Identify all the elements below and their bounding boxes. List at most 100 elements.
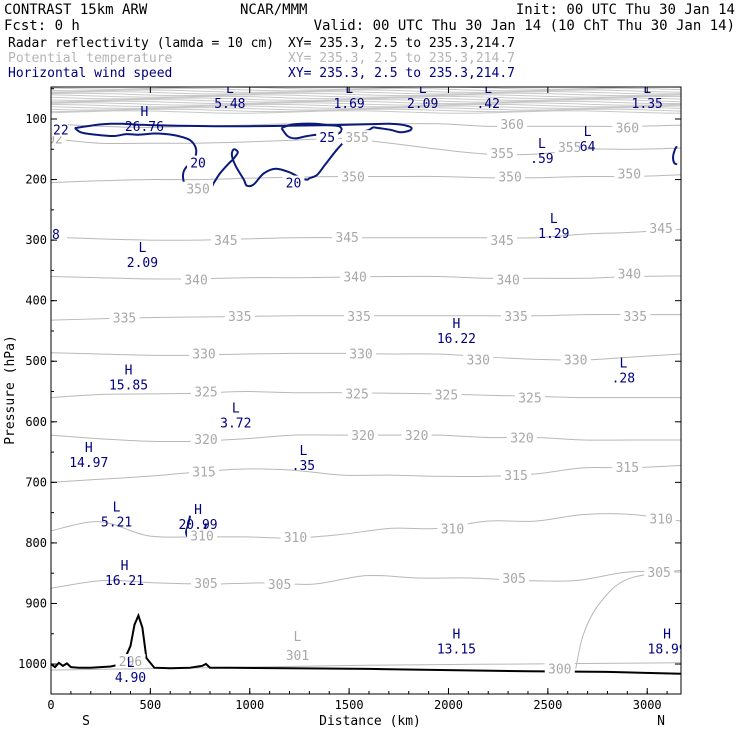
y-tick-label: 500 [25,354,47,368]
wind-contour-label: 25 [319,131,335,146]
stratosphere-isentrope [51,92,681,97]
wind-contour-20-2 [672,145,678,166]
isentrope-label: 305 [647,566,670,581]
isentrope-label: 330 [192,347,215,362]
isentrope-label-bg [340,269,371,284]
stratosphere-isentrope [51,87,681,92]
isentrope-label: 325 [194,386,217,401]
isentrope-label: 325 [345,387,368,402]
y-tick-label: 600 [25,415,47,429]
isentrope-label-bg [282,647,313,662]
isentrope-label-bg [431,387,462,402]
wind-extremum-value: 1.35 [632,97,663,112]
wind-extremum-type: L [419,82,427,97]
north-end-label: N [657,714,665,729]
isentrope-label-bg [646,221,677,236]
wind-extremum-type: L [232,402,240,417]
isentrope-label: 302 [39,132,62,147]
isentrope-label: 315 [192,465,215,480]
stratosphere-isentrope [51,100,681,105]
wind-extremum-type: H [194,503,202,518]
stratosphere-isentrope [51,89,681,93]
wind-contour-label: .22 [45,123,68,138]
init-time: Init: 00 UTC Thu 30 Jan 14 [516,2,735,18]
wind-extremum-type: L [484,82,492,97]
wind-extremum-type: L [226,82,234,97]
wind-contour-label: 20 [190,157,206,172]
y-tick-label: 1000 [18,657,47,671]
isentrope-label: 355 [558,141,581,156]
isentrope-label-bg [463,352,494,367]
isentrope-label-bg [497,116,528,131]
isentrope-label-bg [189,464,220,479]
field-xy-wind: XY= 235.3, 2.5 to 235.3,214.7 [288,66,515,81]
isentrope-label: 300 [548,662,571,677]
wind-extremum-value: 2.09 [127,256,158,271]
isentrope-label: 340 [618,267,641,282]
isentrope-label: 345 [335,231,358,246]
plot-frame [50,86,682,695]
wind-label-bg [282,175,305,190]
stratosphere-isentrope [51,91,681,95]
stratosphere-isentrope [51,102,681,106]
wind-contour-label: 8 [52,228,60,243]
isentrope-label-bg [437,521,468,536]
isentrope-label-bg [191,384,222,399]
isentrope-label: 315 [504,469,527,484]
isentrope-310 [51,513,681,539]
isentrope-label: 350 [341,171,364,186]
wind-extremum-value: 1.69 [333,97,364,112]
isentrope-label-bg [487,233,518,248]
wind-extremum-type: H [140,105,148,120]
wind-extremum-value: 14.97 [69,456,108,471]
isentrope-label-bg [183,181,214,196]
isentrope-label: 305 [268,578,291,593]
wind-extremum-value: 5.21 [101,515,132,530]
isentrope-label-bg [338,169,369,184]
isentrope-label: 330 [467,353,490,368]
isentrope-label: 345 [214,234,237,249]
wind-extremum-value: .42 [476,97,499,112]
y-axis-label: Pressure (hPa) [3,335,18,445]
wind-extremum-value: 16.21 [105,574,144,589]
isentrope-label: 335 [504,310,527,325]
isentrope-label-bg [115,654,146,669]
isentrope-label-bg [344,308,375,323]
isentrope-label: 330 [349,347,372,362]
x-tick-label: 0 [47,698,54,712]
isentrope-label: 320 [405,429,428,444]
isentrope-label-bg [507,430,538,445]
wind-extremum-value: 15.85 [109,379,148,394]
isentrope-label-bg [644,564,675,579]
isentrope-label: 340 [184,273,207,288]
stratosphere-isentrope [51,108,681,113]
x-tick-label: 2000 [434,698,463,712]
isentrope-345 [51,228,681,241]
isentrope-extremum: L [294,630,302,645]
isentrope-label: 350 [498,171,521,186]
isentrope-label: 310 [284,531,307,546]
isentrope-label-bg [332,230,363,245]
isentrope-label-bg [501,308,532,323]
isentrope-label: 355 [490,147,513,162]
isentrope-label-bg [342,130,373,145]
isentrope-label: 325 [435,389,458,404]
isentrope-label: 315 [616,461,639,476]
y-tick-label: 200 [25,173,47,187]
wind-extremum-type: L [538,137,546,152]
valid-time: Valid: 00 UTC Thu 30 Jan 14 (10 ChT Thu … [314,18,735,34]
isentrope-label-bg [487,145,518,160]
wind-extremum-type: H [453,628,461,643]
wind-label-bg [51,122,68,137]
isentrope-label-bg [499,571,530,586]
isentrope-label-bg [348,428,379,443]
terrain-profile [51,612,681,675]
wind-extremum-type: H [85,441,93,456]
terrain-line [51,612,681,675]
wind-extremum-type: L [550,212,558,227]
isentrope-300-branch [575,569,681,670]
isentrope-labels: 355 360 360 355 355 350 350 350 350 345 345 345 345 3… [39,116,677,677]
x-axis-label: Distance (km) [319,714,421,729]
wind-extremum-value: 26.76 [125,120,164,135]
